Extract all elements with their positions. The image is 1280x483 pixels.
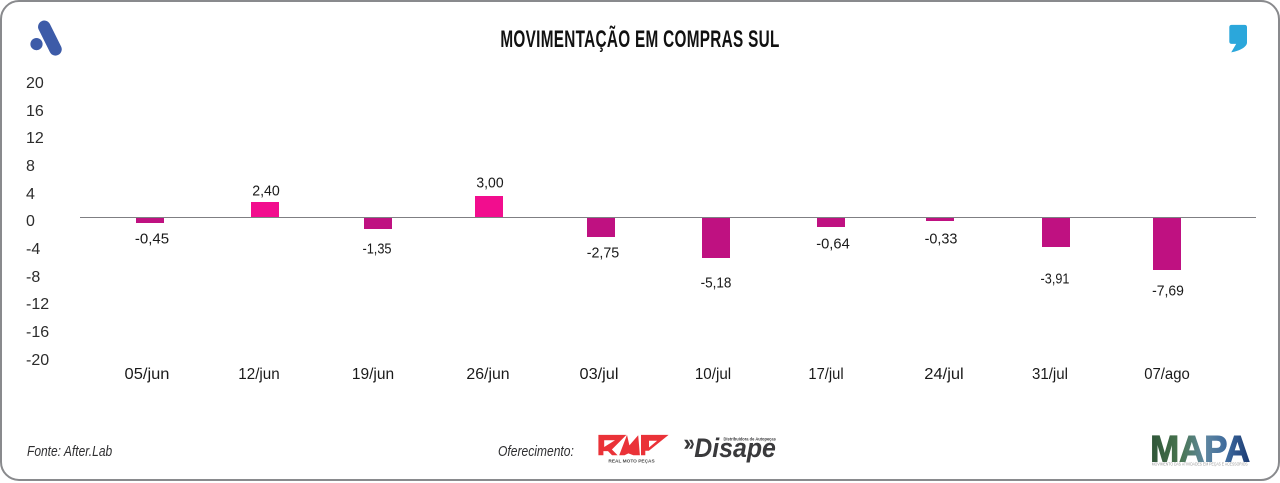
svg-text:MOVIMENTO DAS ATIVIDADES EM PE: MOVIMENTO DAS ATIVIDADES EM PEÇAS E ACES…	[1152, 461, 1248, 466]
svg-text:Disape: Disape	[694, 433, 776, 463]
svg-text:REAL MOTO PEÇAS: REAL MOTO PEÇAS	[608, 459, 654, 464]
svg-text:MAPA: MAPA	[1150, 430, 1250, 469]
svg-text:Distribuidora de Autopeças: Distribuidora de Autopeças	[724, 437, 777, 443]
